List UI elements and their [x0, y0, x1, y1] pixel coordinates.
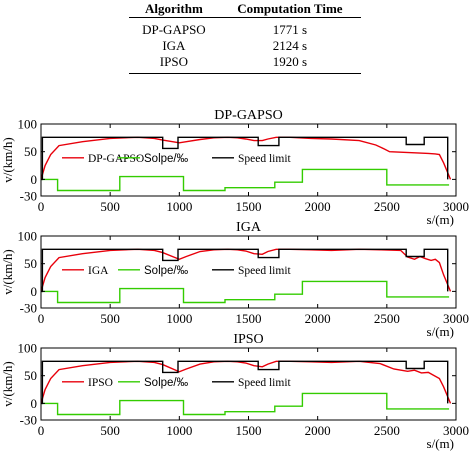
x-tick-label: 2500	[374, 423, 400, 438]
series-line-speed-limit	[41, 360, 449, 405]
x-tick-label: 2000	[305, 311, 331, 326]
y-tick-label: -30	[20, 301, 37, 316]
x-tick-label: 1000	[166, 199, 192, 214]
y-tick-label: 50	[24, 256, 37, 271]
y-tick-label: 0	[31, 396, 38, 411]
x-tick-label: 2000	[305, 423, 331, 438]
table-cell: 2124 s	[272, 38, 308, 53]
x-tick-label: 3000	[443, 199, 469, 214]
y-tick-label: 100	[18, 229, 38, 244]
x-tick-label: 500	[100, 311, 120, 326]
x-tick-label: 2500	[374, 311, 400, 326]
table-cell: 1920 s	[272, 54, 308, 69]
x-tick-label: 0	[38, 199, 45, 214]
legend-label: DP-GAPSO	[88, 153, 144, 165]
legend-label: Speed limit	[238, 377, 292, 389]
y-tick-label: -30	[20, 413, 37, 428]
legend-label: IGA	[88, 265, 109, 277]
legend-label: Speed limit	[238, 265, 292, 277]
y-tick-label: 50	[24, 144, 37, 159]
chart-title: IPSO	[233, 332, 263, 347]
table-cell: DP-GAPSO	[142, 22, 206, 37]
x-tick-label: 2000	[305, 199, 331, 214]
header-algorithm: Algorithm	[145, 0, 203, 16]
y-tick-label: 0	[31, 172, 38, 187]
legend-label: IPSO	[88, 377, 113, 389]
x-tick-label: 0	[38, 423, 45, 438]
x-tick-label: 0	[38, 311, 45, 326]
y-axis-label: v/(km/h)	[0, 361, 15, 407]
x-tick-label: 1500	[236, 199, 262, 214]
x-tick-label: 2500	[374, 199, 400, 214]
y-tick-label: 100	[18, 117, 38, 132]
x-tick-label: 1500	[236, 423, 262, 438]
chart-title: IGA	[236, 220, 262, 235]
table-row: IPSO 1920 s	[129, 54, 361, 74]
y-tick-label: -30	[20, 189, 37, 204]
table-header-row: Algorithm Computation Time	[129, 0, 361, 18]
table-row: DP-GAPSO 1771 s	[129, 18, 361, 39]
table-cell: 1771 s	[272, 22, 308, 37]
y-tick-label: 0	[31, 284, 38, 299]
series-line-solpe-	[41, 392, 450, 416]
computation-time-table: Algorithm Computation Time DP-GAPSO 1771…	[129, 0, 361, 74]
legend-label: Speed limit	[238, 153, 292, 165]
chart-title: DP-GAPSO	[214, 108, 282, 123]
x-axis-label: s/(m)	[427, 212, 454, 227]
header-computation-time: Computation Time	[237, 0, 343, 16]
x-tick-label: 1500	[236, 311, 262, 326]
x-tick-label: 3000	[443, 423, 469, 438]
x-axis-label: s/(m)	[427, 324, 454, 339]
x-tick-label: 500	[100, 199, 120, 214]
y-axis-label: v/(km/h)	[0, 137, 15, 183]
series-line-dp-gapso	[41, 136, 452, 180]
series-line-solpe-	[41, 280, 450, 304]
table-cell: IGA	[162, 38, 186, 53]
series-line-speed-limit	[41, 248, 449, 293]
y-axis-label: v/(km/h)	[0, 249, 15, 295]
x-tick-label: 1000	[166, 423, 192, 438]
x-tick-label: 500	[100, 423, 120, 438]
legend-label: Solpe/‰	[144, 377, 189, 389]
series-line-speed-limit	[41, 136, 449, 181]
x-axis-label: s/(m)	[427, 436, 454, 451]
legend-label: Solpe/‰	[144, 265, 189, 277]
x-tick-label: 1000	[166, 311, 192, 326]
table-row: IGA 2124 s	[129, 38, 361, 54]
x-tick-label: 3000	[443, 311, 469, 326]
series-line-solpe-	[41, 168, 450, 192]
table-cell: IPSO	[159, 54, 188, 69]
y-tick-label: 50	[24, 368, 37, 383]
y-tick-label: 100	[18, 341, 38, 356]
legend-label: Solpe/‰	[144, 153, 189, 165]
